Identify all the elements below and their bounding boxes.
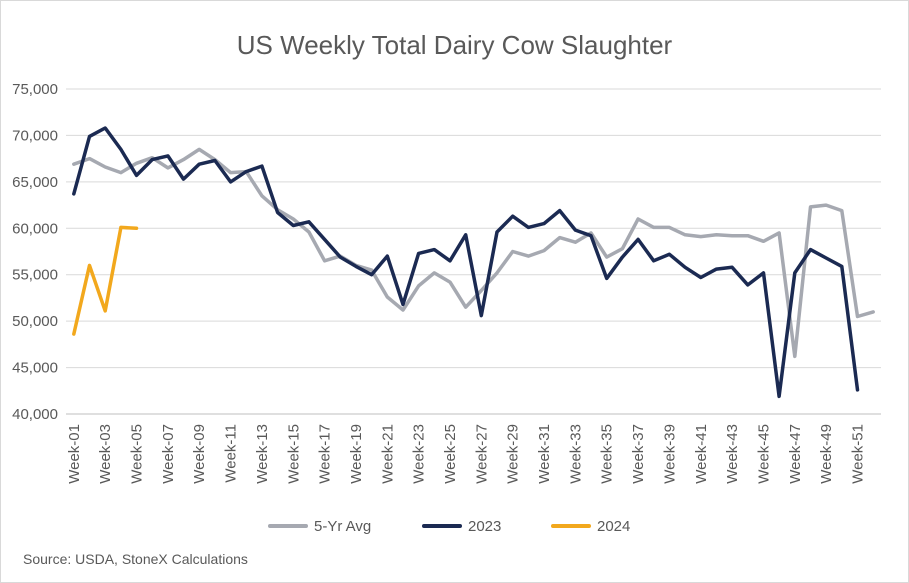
x-tick-label: Week-43 xyxy=(724,424,741,484)
y-tick-label: 50,000 xyxy=(12,313,58,330)
legend-label: 2023 xyxy=(468,518,501,535)
y-tick-label: 45,000 xyxy=(12,360,58,377)
x-tick-label: Week-31 xyxy=(536,424,553,484)
x-tick-label: Week-33 xyxy=(567,424,584,484)
y-tick-label: 75,000 xyxy=(12,81,58,98)
x-tick-label: Week-45 xyxy=(755,424,772,484)
x-tick-label: Week-41 xyxy=(693,424,710,484)
x-tick-label: Week-17 xyxy=(317,424,334,484)
x-tick-label: Week-39 xyxy=(661,424,678,484)
x-tick-label: Week-23 xyxy=(411,424,428,484)
y-axis: 40,000 45,000 50,000 55,000 60,000 65,000 70,0… xyxy=(12,81,58,423)
x-tick-label: Week-11 xyxy=(223,424,240,483)
y-tick-label: 65,000 xyxy=(12,174,58,191)
x-tick-label: Week-25 xyxy=(442,424,459,484)
series-line xyxy=(72,225,139,336)
x-tick-label: Week-35 xyxy=(599,424,616,484)
x-tick-label: Week-19 xyxy=(348,424,365,484)
x-tick-label: Week-27 xyxy=(473,424,490,484)
x-tick-label: Week-09 xyxy=(191,424,208,484)
series-line xyxy=(72,147,875,359)
x-tick-label: Week-51 xyxy=(849,424,866,484)
y-tick-label: 60,000 xyxy=(12,220,58,237)
series-line xyxy=(72,126,860,399)
x-tick-label: Week-07 xyxy=(160,424,177,484)
x-tick-label: Week-21 xyxy=(379,424,396,484)
chart-title: US Weekly Total Dairy Cow Slaughter xyxy=(236,30,673,60)
x-tick-label: Week-49 xyxy=(818,424,835,484)
legend: 5-Yr Avg 2023 2024 xyxy=(268,518,630,535)
x-tick-label: Week-05 xyxy=(129,424,146,484)
gridlines xyxy=(66,88,881,415)
legend-label: 5-Yr Avg xyxy=(314,518,371,535)
series-lines xyxy=(72,126,875,399)
x-axis: Week-01 Week-03 Week-05 Week-07 Week-09 Week-… xyxy=(66,424,867,484)
x-tick-label: Week-13 xyxy=(254,424,271,484)
x-tick-label: Week-37 xyxy=(630,424,647,484)
y-tick-label: 55,000 xyxy=(12,267,58,284)
x-tick-label: Week-03 xyxy=(97,424,114,484)
x-tick-label: Week-01 xyxy=(66,424,83,484)
x-tick-label: Week-29 xyxy=(505,424,522,484)
source-note: Source: USDA, StoneX Calculations xyxy=(23,551,248,567)
legend-label: 2024 xyxy=(597,518,630,535)
y-tick-label: 40,000 xyxy=(12,406,58,423)
y-tick-label: 70,000 xyxy=(12,127,58,144)
x-tick-label: Week-15 xyxy=(285,424,302,484)
x-tick-label: Week-47 xyxy=(787,424,804,484)
